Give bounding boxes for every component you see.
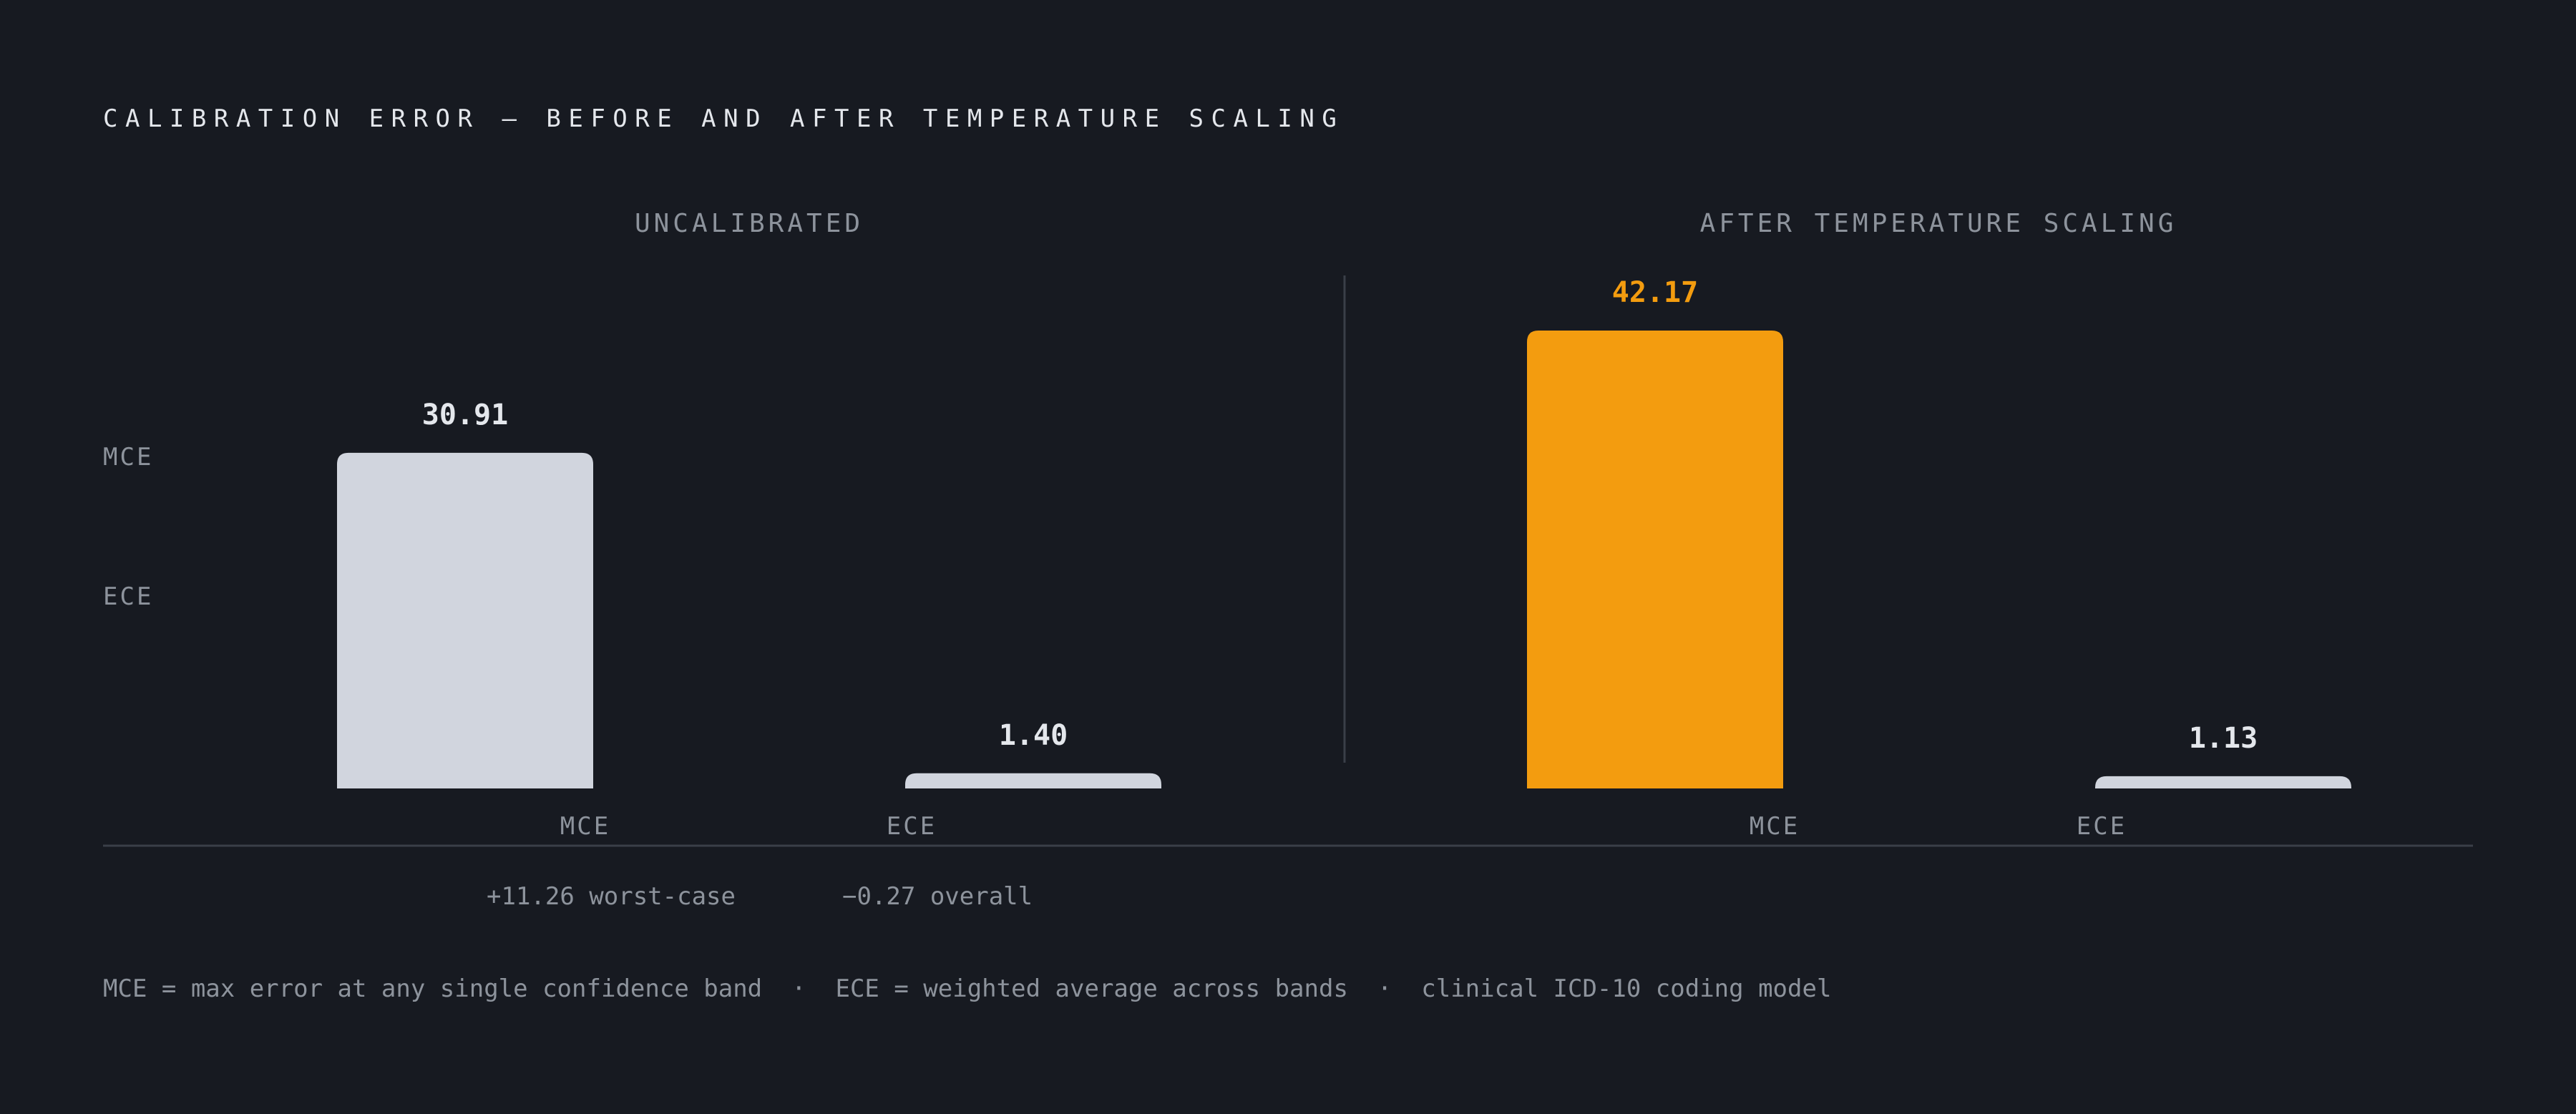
- bar-ece: [905, 773, 1161, 788]
- mce-delta-note: +11.26 worst-case: [487, 882, 736, 911]
- ece-delta-note: −0.27 overall: [842, 882, 1033, 911]
- category-label-ece: ECE: [2077, 812, 2127, 841]
- bar-mce: [337, 452, 593, 788]
- value-label-mce: 30.91: [422, 399, 508, 431]
- footnote: MCE = max error at any single confidence…: [103, 974, 1832, 1003]
- value-label-ece: 1.40: [999, 719, 1068, 752]
- legend-label-ece: ECE: [103, 582, 153, 611]
- bar-ece: [2095, 776, 2351, 788]
- value-label-mce: 42.17: [1612, 276, 1698, 309]
- panel-title: UNCALIBRATED: [635, 209, 864, 238]
- panel-title: AFTER TEMPERATURE SCALING: [1700, 209, 2177, 238]
- category-label-mce: MCE: [560, 812, 610, 841]
- legend-label-mce: MCE: [103, 443, 153, 472]
- chart-title: CALIBRATION ERROR — BEFORE AND AFTER TEM…: [103, 104, 1345, 133]
- value-label-ece: 1.13: [2189, 722, 2258, 755]
- legend: MCE ECE: [103, 443, 153, 611]
- category-label-ece: ECE: [887, 812, 937, 841]
- bar-mce: [1527, 331, 1783, 788]
- panel-after-scaling: AFTER TEMPERATURE SCALING 42.17 MCE 1.13 ECE: [1527, 209, 2351, 841]
- panel-uncalibrated: UNCALIBRATED 30.91 MCE 1.40 ECE: [337, 209, 1161, 841]
- category-label-mce: MCE: [1750, 812, 1800, 841]
